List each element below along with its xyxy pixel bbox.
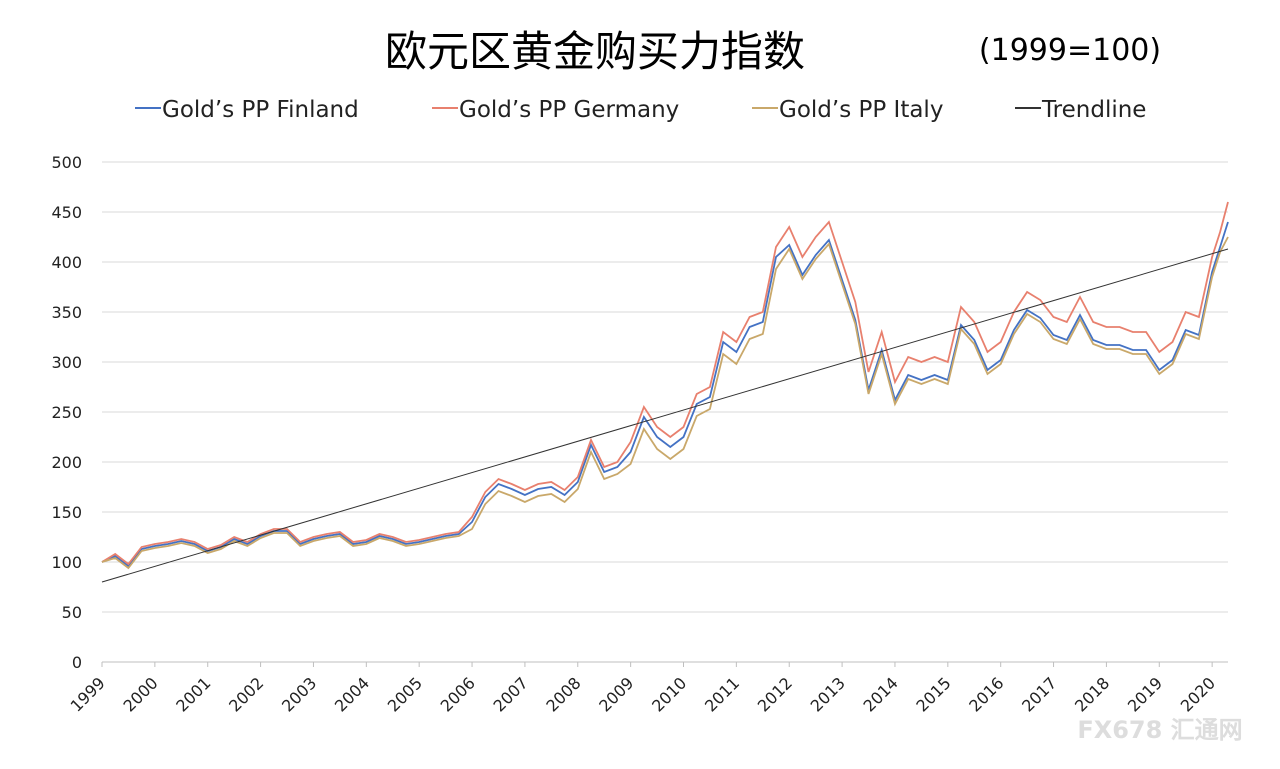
chart-subtitle: (1999=100) [979,33,1161,68]
y-tick-label: 200 [51,453,82,472]
y-tick-label: 0 [72,653,82,672]
series-line [101,248,1229,583]
chart-title: 欧元区黄金购买力指数 [385,27,805,76]
y-tick-label: 300 [51,353,82,372]
y-tick-label: 100 [51,553,82,572]
y-tick-label: 400 [51,253,82,272]
y-tick-label: 250 [51,403,82,422]
legend-label: Gold’s PP Finland [162,97,359,123]
watermark: FX678 汇通网 [1077,716,1242,744]
y-tick-label: 350 [51,303,82,322]
legend-label: Trendline [1041,97,1146,123]
legend-label: Gold’s PP Germany [459,97,679,123]
y-tick-label: 500 [51,153,82,172]
series-line [101,201,1229,566]
y-tick-label: 450 [51,203,82,222]
series-line [101,236,1229,570]
y-tick-label: 150 [51,503,82,522]
series-line [101,221,1229,568]
y-tick-label: 50 [62,603,82,622]
legend-label: Gold’s PP Italy [779,97,943,123]
